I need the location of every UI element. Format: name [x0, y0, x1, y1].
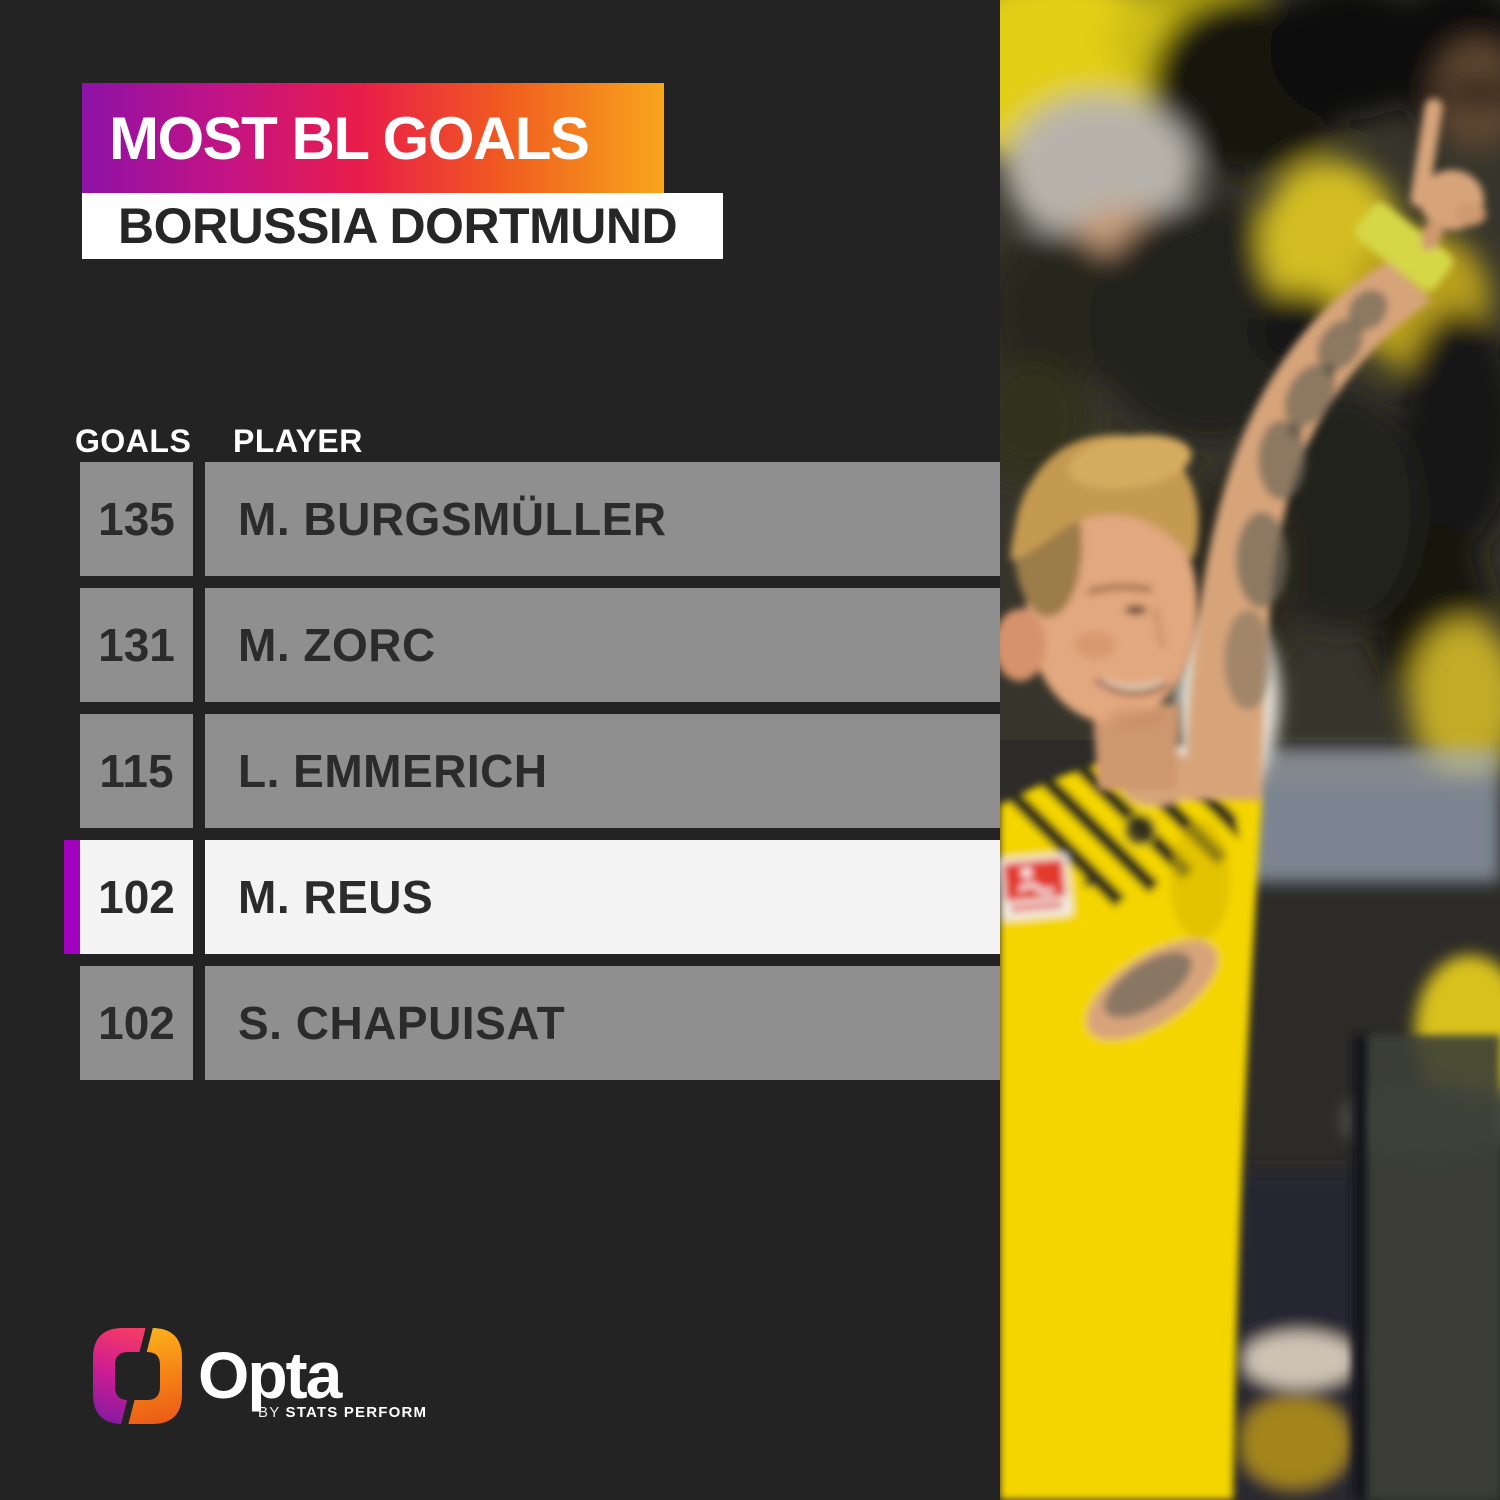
brand-name: Opta: [198, 1338, 342, 1412]
player-cell: M. ZORC: [205, 588, 1000, 702]
subtitle-bar: BORUSSIA DORTMUND: [82, 193, 723, 259]
subtitle-text: BORUSSIA DORTMUND: [118, 198, 678, 254]
goals-cell: 135: [80, 462, 193, 576]
goals-cell: 115: [80, 714, 193, 828]
page-title: MOST BL GOALS: [109, 104, 590, 172]
player-column-header: PLAYER: [233, 423, 363, 459]
goals-cell: 102: [80, 966, 193, 1080]
table-row: 102 S. CHAPUISAT: [80, 966, 1000, 1080]
title-banner: MOST BL GOALS: [82, 83, 664, 193]
player-cell: L. EMMERICH: [205, 714, 1000, 828]
brand-tagline: BY STATS PERFORM: [258, 1404, 428, 1421]
highlight-accent-bar: [64, 840, 80, 954]
opta-logo-icon: [93, 1325, 182, 1427]
goals-cell: 131: [80, 588, 193, 702]
table-row: 131 M. ZORC: [80, 588, 1000, 702]
player-photo: [1000, 0, 1500, 1500]
player-cell: S. CHAPUISAT: [205, 966, 1000, 1080]
goals-column-header: GOALS: [75, 423, 192, 459]
goals-cell: 102: [80, 840, 193, 954]
player-cell: M. BURGSMÜLLER: [205, 462, 1000, 576]
table-row-highlighted: 102 M. REUS: [64, 840, 1000, 954]
table-row: 115 L. EMMERICH: [80, 714, 1000, 828]
player-cell: M. REUS: [205, 840, 1000, 954]
table-row: 135 M. BURGSMÜLLER: [80, 462, 1000, 576]
player-photo-illustration: [1000, 0, 1500, 1500]
